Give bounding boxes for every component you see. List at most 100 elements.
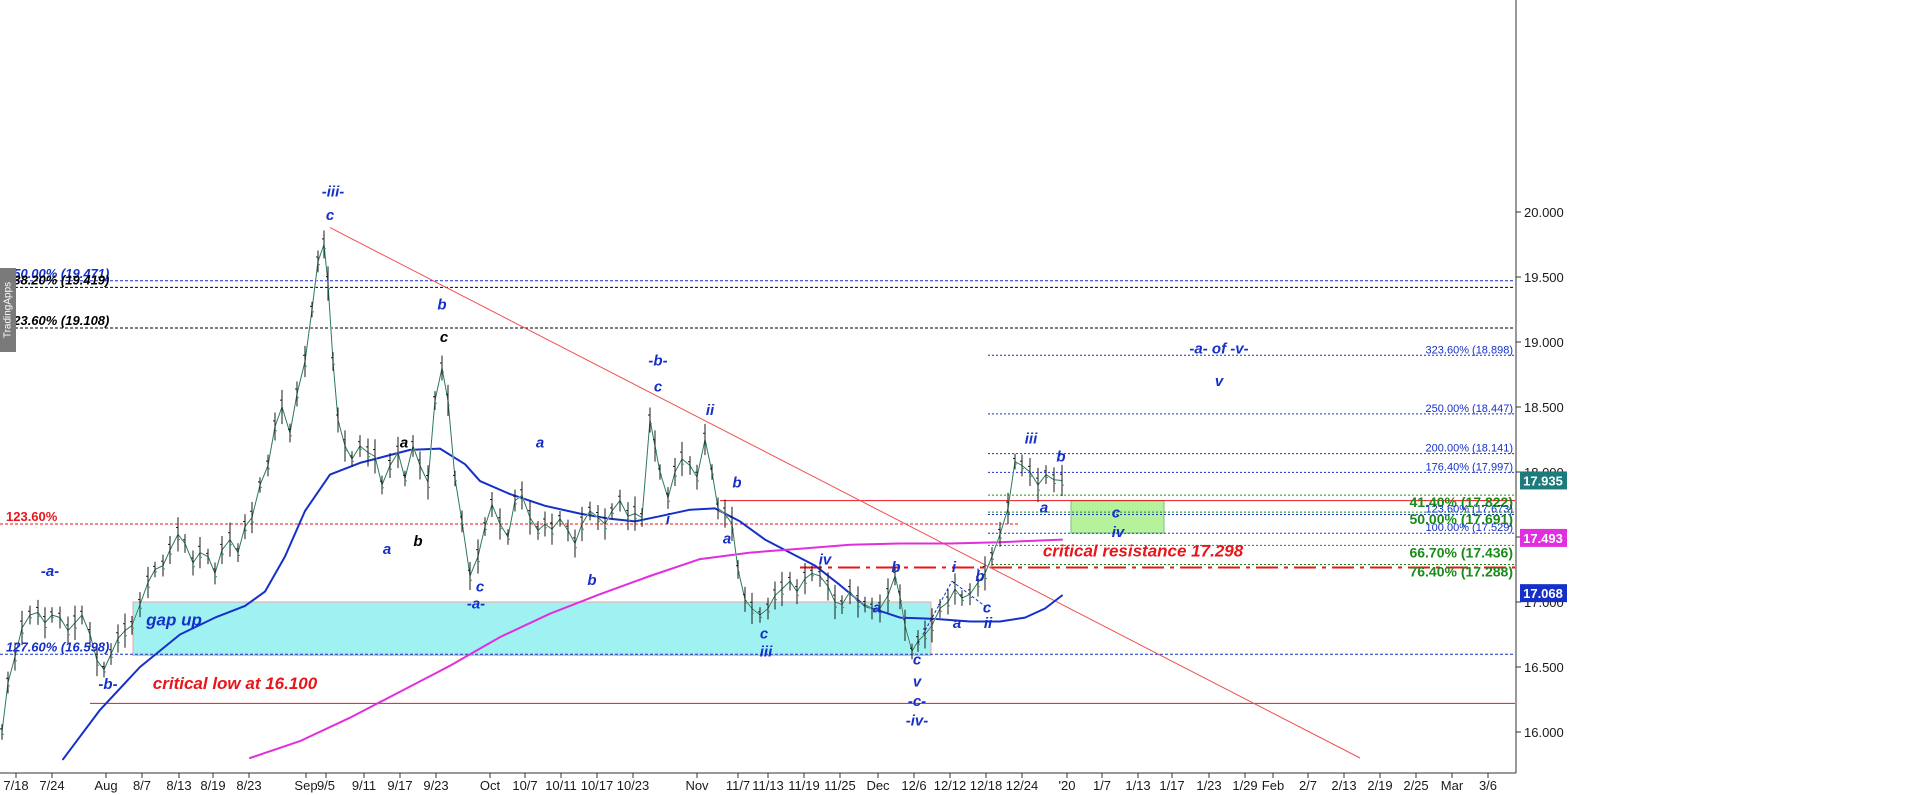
x-tick-label: 11/7: [726, 778, 750, 793]
wave-label: gap up: [145, 610, 202, 629]
zones-layer: [132, 500, 1165, 656]
watermark-text: TradingApps: [2, 281, 14, 339]
tradingapps-watermark: TradingApps: [0, 268, 16, 352]
fib-label-right: 323.60% (18.898): [1426, 344, 1513, 356]
wave-label: -b-: [98, 676, 117, 693]
y-tick-label: 20.000: [1524, 205, 1564, 220]
price-badge-label: 17.935: [1523, 473, 1563, 488]
y-tick-label: 18.500: [1524, 400, 1564, 415]
x-tick-label: Aug: [94, 778, 117, 793]
x-tick-label: Dec: [866, 778, 890, 793]
wave-label: critical resistance 17.298: [1043, 542, 1244, 561]
y-tick-label: 16.000: [1524, 725, 1564, 740]
wave-label: b: [413, 533, 422, 550]
wave-label: i: [666, 511, 671, 528]
fib-label-left: 123.60%: [6, 509, 58, 524]
wave-label: b: [437, 297, 446, 314]
wave-label: -a-: [41, 563, 59, 580]
x-tick-label: 10/11: [545, 778, 577, 793]
downtrend-line: [329, 227, 1361, 759]
wave-i-channel: [917, 580, 953, 644]
x-tick-label: 9/23: [423, 778, 448, 793]
wave-label: a: [400, 434, 408, 451]
x-tick-label: Oct: [480, 778, 501, 793]
x-tick-label: 12/6: [901, 778, 926, 793]
y-tick-label: 19.000: [1524, 335, 1564, 350]
y-tick-label: 16.500: [1524, 660, 1564, 675]
x-tick-label: 10/23: [617, 778, 650, 793]
x-tick-label: Mar: [1441, 778, 1464, 793]
gap-zone: [132, 601, 932, 656]
x-tick-label: 8/23: [236, 778, 261, 793]
x-tick-label: 12/12: [934, 778, 967, 793]
price-badge: [1520, 584, 1567, 603]
x-tick-label: 11/25: [824, 778, 856, 793]
wave-label: v: [913, 674, 923, 691]
x-tick-label: 7/18: [3, 778, 28, 793]
x-tick-label: 12/24: [1006, 778, 1039, 793]
x-tick-label: Nov: [685, 778, 709, 793]
fib-label-left: 127.60% (16.598): [6, 639, 109, 654]
fib-label-right: 250.00% (18.447): [1426, 403, 1513, 415]
level-lines-layer: [0, 280, 1515, 704]
wave-label: a: [536, 434, 544, 451]
x-tick-label: 11/19: [788, 778, 820, 793]
fib-label-right: 66.70% (17.436): [1409, 544, 1513, 560]
x-tick-label: 10/7: [512, 778, 537, 793]
wave-label: c: [440, 329, 449, 346]
x-tick-label: 3/6: [1479, 778, 1497, 793]
wave-label: b: [891, 559, 900, 576]
wave-label: c: [913, 651, 922, 668]
wave-label: c: [476, 579, 485, 596]
fib-label-right: 176.40% (17.997): [1426, 461, 1513, 473]
wave-label: iv: [819, 551, 833, 568]
wave-label: b: [975, 568, 984, 585]
wave-label: -iv-: [906, 713, 929, 730]
wave-label: b: [732, 475, 741, 492]
fib-label-left: 238.20% (19.419): [5, 272, 109, 287]
price-badge-label: 17.068: [1523, 586, 1563, 601]
x-tick-label: 7/24: [39, 778, 64, 793]
wave-label: iii: [1025, 430, 1038, 447]
price-badge: [1520, 471, 1567, 490]
x-tick-label: 2/19: [1367, 778, 1392, 793]
wave-label: ii: [706, 402, 715, 419]
fib-label-left: 223.60% (19.108): [5, 313, 109, 328]
moving-average-fast: [62, 447, 1063, 761]
price-badge: [1520, 528, 1567, 547]
fib-label-right: 123.60% (17.673): [1426, 504, 1513, 516]
wave-label: b: [587, 572, 596, 589]
wave-label: ii: [984, 615, 993, 632]
wave-label: -c-: [908, 693, 926, 710]
wave-label: a: [723, 531, 731, 548]
x-tick-label: 10/17: [581, 778, 614, 793]
x-tick-label: 1/29: [1232, 778, 1257, 793]
series-layer: [0, 230, 1064, 761]
x-tick-label: 11/13: [752, 778, 784, 793]
x-tick-label: 1/13: [1125, 778, 1150, 793]
x-tick-label: Feb: [1262, 778, 1284, 793]
wave-label: v: [1215, 373, 1225, 390]
moving-average-slow: [249, 538, 1063, 759]
wave-label: -iii-: [322, 183, 345, 200]
x-tick-label: 9/5: [317, 778, 335, 793]
axes-layer: 20.00019.50019.00018.50018.00017.50017.0…: [0, 0, 1567, 793]
wave-label: a: [383, 541, 391, 558]
wave-label: -a-: [467, 596, 485, 613]
wave-label: -b-: [648, 352, 667, 369]
wave-label: b: [1056, 449, 1065, 466]
wave-label: iv: [1112, 524, 1126, 541]
x-tick-label: 2/25: [1403, 778, 1428, 793]
x-tick-label: 8/19: [200, 778, 225, 793]
x-tick-label: 1/17: [1159, 778, 1184, 793]
fib-label-right: 200.00% (18.141): [1426, 443, 1513, 455]
fib-label-right: 76.40% (17.288): [1409, 564, 1513, 580]
x-tick-label: 9/17: [387, 778, 412, 793]
x-tick-label: 9/11: [352, 778, 376, 793]
wave-label: critical low at 16.100: [153, 674, 318, 693]
x-tick-label: 8/7: [133, 778, 151, 793]
x-tick-label: '20: [1059, 778, 1076, 793]
